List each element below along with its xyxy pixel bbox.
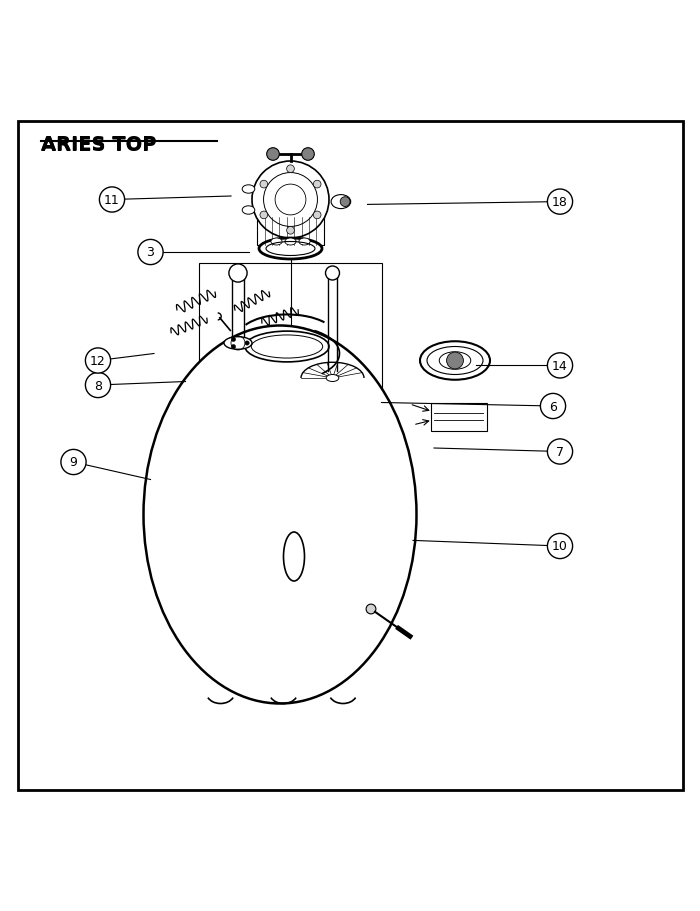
Circle shape — [547, 353, 573, 379]
Circle shape — [85, 373, 111, 398]
Circle shape — [547, 189, 573, 215]
Text: 10: 10 — [552, 540, 568, 553]
Circle shape — [326, 267, 340, 281]
Circle shape — [231, 345, 235, 349]
Ellipse shape — [224, 337, 252, 350]
Text: ARIES TOP: ARIES TOP — [41, 135, 156, 154]
Text: 3: 3 — [146, 246, 155, 260]
Ellipse shape — [144, 326, 416, 703]
Bar — [430, 403, 486, 431]
Circle shape — [340, 198, 350, 208]
Circle shape — [260, 181, 267, 189]
Text: 8: 8 — [94, 379, 102, 392]
Circle shape — [260, 212, 267, 220]
Ellipse shape — [299, 239, 310, 246]
Circle shape — [61, 450, 86, 475]
Bar — [258, 218, 323, 246]
Text: 11: 11 — [104, 194, 120, 207]
Circle shape — [547, 534, 573, 559]
Circle shape — [314, 212, 321, 220]
Text: 12: 12 — [90, 354, 106, 368]
Ellipse shape — [242, 207, 255, 215]
Circle shape — [252, 162, 329, 239]
Circle shape — [229, 264, 247, 282]
Text: 14: 14 — [552, 360, 568, 373]
Circle shape — [366, 604, 376, 614]
Text: ARIES TOP: ARIES TOP — [41, 136, 156, 155]
Ellipse shape — [326, 375, 339, 382]
Ellipse shape — [259, 239, 322, 260]
Ellipse shape — [331, 195, 351, 210]
Circle shape — [287, 166, 295, 173]
Ellipse shape — [420, 342, 490, 380]
Circle shape — [302, 148, 314, 161]
Text: 18: 18 — [552, 196, 568, 209]
Circle shape — [314, 181, 321, 189]
Circle shape — [99, 188, 125, 213]
Ellipse shape — [242, 186, 255, 194]
Bar — [199, 263, 382, 393]
Circle shape — [540, 394, 566, 419]
Circle shape — [85, 349, 111, 374]
Ellipse shape — [271, 239, 282, 246]
Circle shape — [138, 241, 163, 265]
Text: 9: 9 — [69, 456, 78, 469]
Circle shape — [447, 353, 463, 370]
Circle shape — [231, 338, 235, 343]
Circle shape — [287, 227, 295, 235]
Circle shape — [245, 342, 249, 345]
Circle shape — [547, 439, 573, 465]
Circle shape — [267, 148, 279, 161]
Ellipse shape — [285, 239, 296, 246]
Text: 6: 6 — [549, 400, 557, 413]
Text: 7: 7 — [556, 445, 564, 458]
